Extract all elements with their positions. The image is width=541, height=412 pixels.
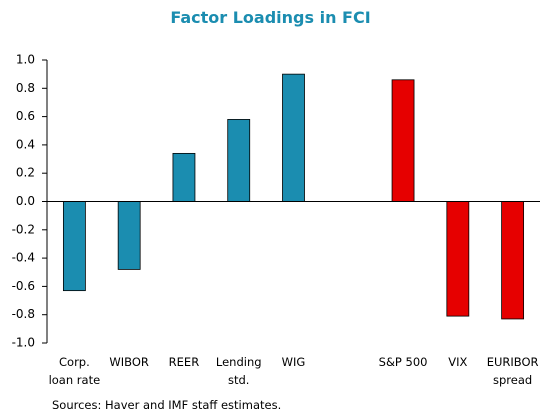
bar <box>282 73 305 202</box>
y-tick-label: -1.0 <box>12 336 35 350</box>
y-tick-label: 1.0 <box>16 53 35 67</box>
bar <box>501 201 525 320</box>
y-tick-label: -0.4 <box>12 251 35 265</box>
y-tick-label: 0.4 <box>16 137 35 151</box>
x-tick-label: WIBOR <box>109 355 149 369</box>
bar <box>391 79 415 202</box>
y-tick-label: 0.6 <box>16 109 35 123</box>
y-tick-label: -0.2 <box>12 222 35 236</box>
y-tick-label: 0.2 <box>16 166 35 180</box>
x-tick-label: Corp. loan rate <box>48 355 101 387</box>
x-tick-label: REER <box>168 355 200 369</box>
x-tick-label: VIX <box>448 355 468 369</box>
x-tick-label: EURIBOR spread <box>486 355 539 387</box>
bar <box>62 201 86 292</box>
bar <box>446 201 470 317</box>
bar <box>172 152 196 202</box>
source-note: Sources: Haver and IMF staff estimates. <box>52 398 282 412</box>
x-tick-label: S&P 500 <box>378 355 428 369</box>
bar <box>117 201 141 270</box>
y-tick-label: 0.8 <box>16 81 35 95</box>
y-tick-label: -0.8 <box>12 307 35 321</box>
chart-title: Factor Loadings in FCI <box>170 8 371 27</box>
y-tick-label: 0.0 <box>16 194 35 208</box>
x-tick-label: Lending std. <box>215 355 262 387</box>
x-tick-label: WIG <box>281 355 306 369</box>
bar <box>227 119 251 202</box>
y-tick-label: -0.6 <box>12 279 35 293</box>
